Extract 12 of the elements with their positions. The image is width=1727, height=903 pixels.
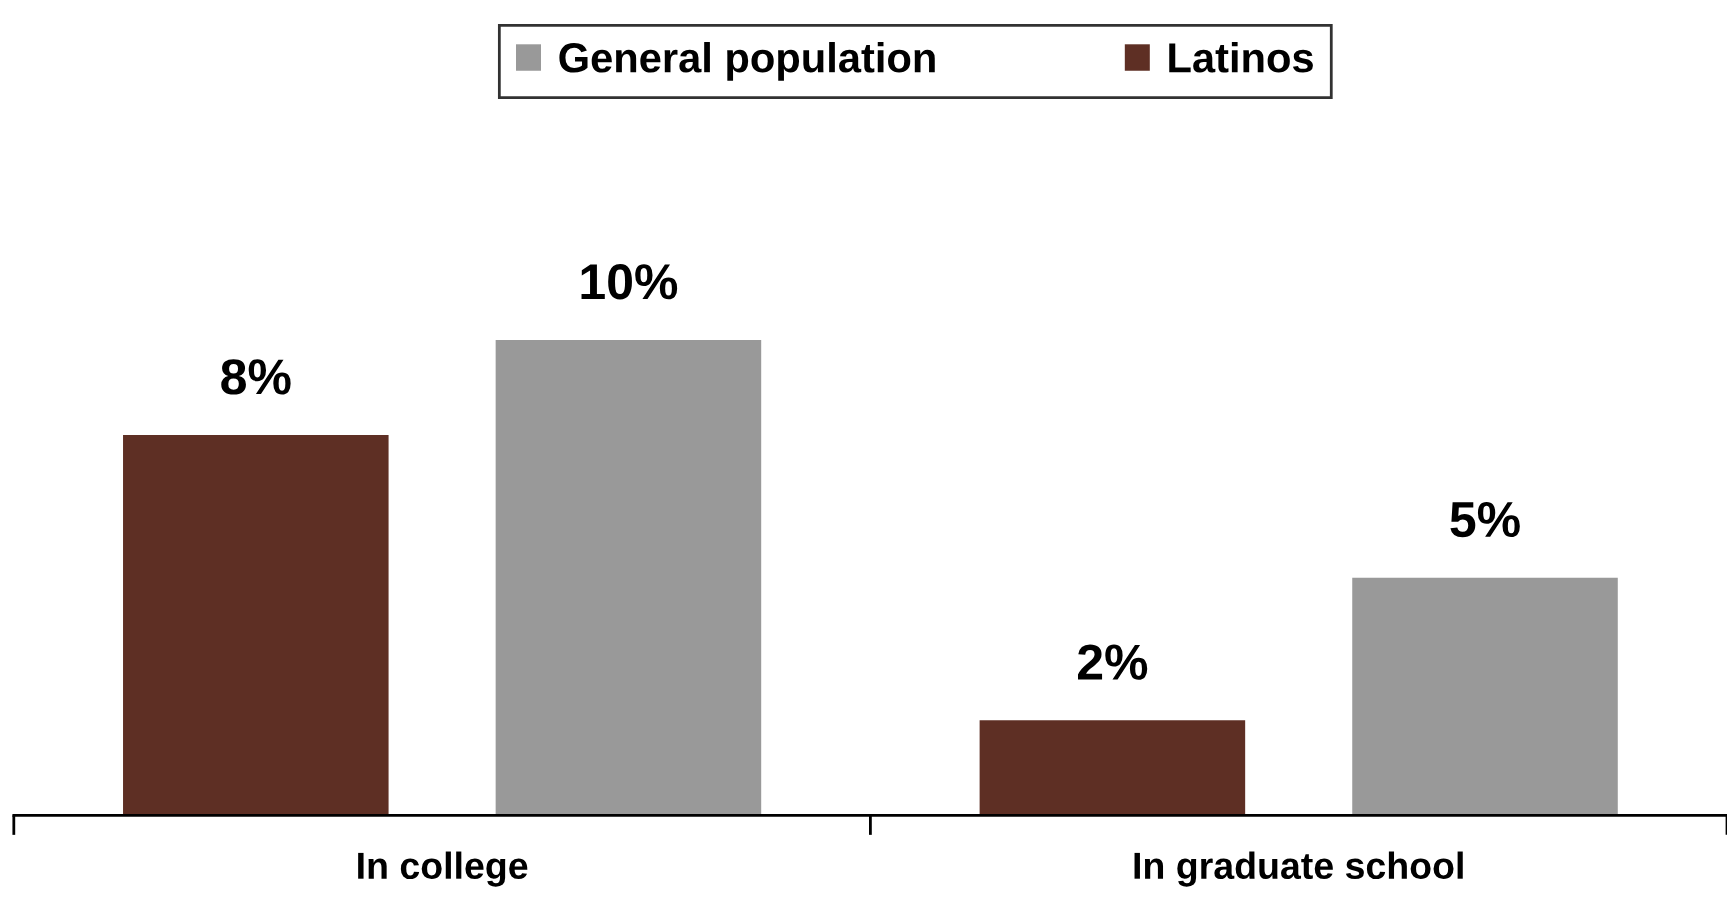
legend-label: Latinos [1169,42,1313,73]
data-label: 5% [1450,501,1520,538]
bar [495,339,762,816]
data-label: 8% [221,359,291,395]
legend-label: General population [559,42,935,81]
x-tick-label: In college [358,851,528,887]
data-label: 2% [1078,644,1148,680]
bar [123,435,389,816]
bar [1352,577,1618,816]
bar [979,720,1246,816]
x-tick-label: In graduate school [1134,851,1463,887]
data-label: 10% [581,264,678,300]
